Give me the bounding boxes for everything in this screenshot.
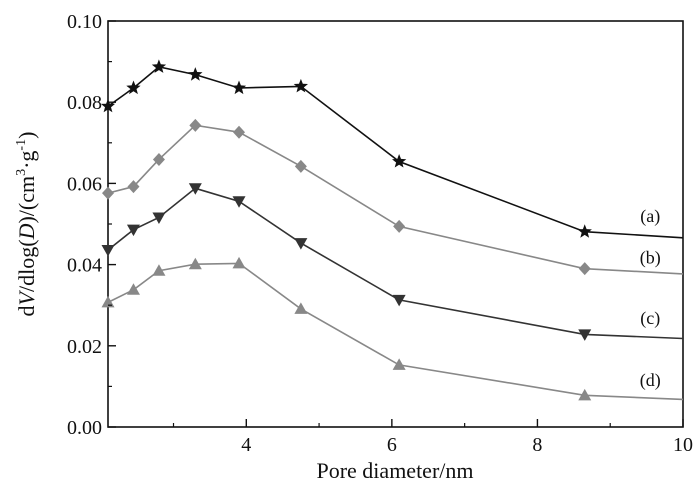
- data-point: [151, 59, 167, 73]
- data-point: [126, 283, 140, 295]
- data-point: [152, 212, 166, 225]
- tick-layer: 4 6 8 10 0.00 0.02 0.04 0.06 0.08 0.10: [67, 11, 693, 456]
- y-axis-title-sup-2: -1: [14, 139, 29, 151]
- data-point: [127, 180, 140, 194]
- data-point: [100, 98, 116, 113]
- series-label: (c): [640, 308, 660, 329]
- data-point: [232, 196, 246, 208]
- data-point: [578, 262, 591, 276]
- data-point: [152, 264, 166, 276]
- y-axis-title-mid-1: /dlog(: [14, 239, 39, 292]
- series-label-layer: (a) (b) (c) (d): [640, 206, 661, 391]
- series-label: (a): [640, 206, 660, 227]
- data-point: [231, 80, 247, 95]
- series-label: (b): [640, 247, 661, 268]
- x-axis-title: Pore diameter/nm: [316, 458, 473, 483]
- data-point: [101, 295, 115, 308]
- y-axis-title-italic-v: V: [14, 289, 39, 305]
- y-axis-title: dV/dlog(D)/(cm3·g-1): [14, 132, 39, 317]
- x-tick-label: 4: [241, 434, 251, 456]
- data-point: [392, 294, 406, 307]
- y-tick-label: 0.00: [67, 417, 102, 439]
- series-line: [107, 262, 684, 401]
- data-point: [233, 125, 246, 139]
- data-point: [101, 244, 115, 257]
- data-point: [294, 159, 307, 173]
- data-point: [294, 302, 308, 314]
- data-point: [294, 238, 308, 250]
- series-line: [107, 66, 684, 239]
- data-point: [577, 224, 592, 238]
- y-axis-title-mid-3: ·g: [14, 151, 39, 169]
- data-point: [188, 183, 202, 195]
- series-4: [101, 256, 684, 401]
- data-point: [393, 219, 406, 233]
- data-point: [578, 329, 592, 341]
- series-label: (d): [640, 370, 661, 391]
- data-point: [126, 224, 140, 237]
- y-axis-title-italic-d: D: [14, 223, 39, 240]
- data-point: [102, 186, 114, 200]
- series-1: [100, 59, 684, 239]
- y-axis-title-mid-2: )/(cm: [14, 176, 39, 224]
- series-3: [101, 183, 684, 341]
- y-tick-label: 0.04: [67, 255, 102, 277]
- y-axis-title-sup-1: 3: [14, 169, 29, 176]
- y-tick-label: 0.10: [67, 11, 102, 33]
- data-point: [232, 256, 246, 269]
- data-point: [293, 78, 308, 93]
- y-tick-label: 0.06: [67, 173, 102, 195]
- x-tick-label: 8: [532, 434, 542, 456]
- x-tick-label: 10: [673, 434, 693, 456]
- y-axis-title-prefix: d: [14, 305, 39, 316]
- data-point: [189, 118, 202, 132]
- data-point: [392, 358, 406, 370]
- x-tick-label: 6: [387, 434, 397, 456]
- y-tick-label: 0.02: [67, 336, 102, 358]
- data-point: [126, 80, 141, 95]
- data-point: [152, 152, 165, 166]
- data-point: [188, 67, 203, 81]
- series-layer: [100, 59, 684, 401]
- y-tick-label: 0.08: [67, 92, 102, 114]
- data-point: [578, 388, 592, 401]
- y-axis-title-suffix: ): [14, 132, 39, 139]
- series-2: [102, 118, 684, 276]
- series-line: [107, 124, 684, 275]
- data-point: [188, 257, 202, 270]
- data-point: [392, 154, 407, 168]
